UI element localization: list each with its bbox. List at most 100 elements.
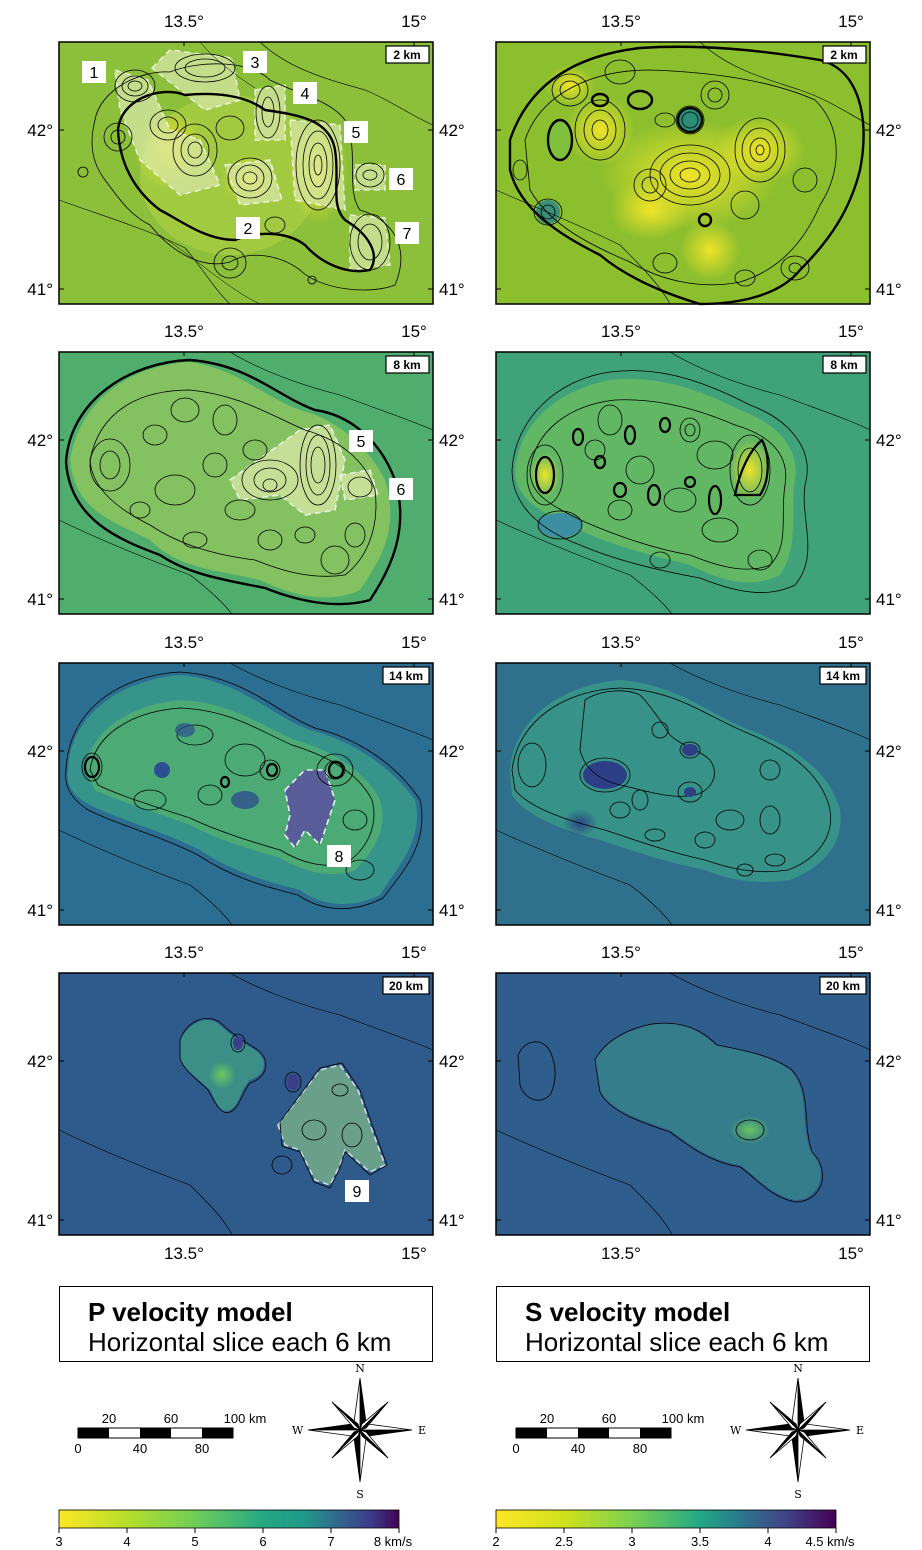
svg-text:4: 4 — [301, 86, 310, 103]
title-p-model: P velocity model — [88, 1297, 293, 1327]
latitude-label: 42° — [439, 742, 465, 761]
latitude-label: 41° — [876, 1211, 902, 1230]
svg-text:E: E — [856, 1424, 864, 1437]
latitude-label: 42° — [27, 742, 53, 761]
longitude-label: 15° — [401, 943, 427, 962]
longitude-label: 13.5° — [164, 1244, 204, 1263]
svg-text:80: 80 — [195, 1441, 209, 1456]
map-content — [495, 972, 871, 1236]
title-box-p: P velocity model Horizontal slice each 6… — [59, 1286, 433, 1362]
svg-text:5: 5 — [352, 125, 361, 142]
depth-label: 20 km — [389, 979, 423, 993]
longitude-label: 13.5° — [601, 943, 641, 962]
latitude-label: 41° — [876, 590, 902, 609]
title-box-s: S velocity model Horizontal slice each 6… — [496, 1286, 870, 1362]
map-content — [58, 41, 434, 305]
svg-text:100 km: 100 km — [662, 1411, 705, 1426]
svg-text:6: 6 — [397, 172, 406, 189]
svg-text:W: W — [730, 1424, 742, 1437]
panel-p-14km: 14 km 8 — [58, 662, 434, 926]
svg-text:S: S — [356, 1488, 364, 1501]
svg-text:8: 8 — [335, 849, 344, 866]
longitude-label: 15° — [401, 633, 427, 652]
colorbar-tick-label: 4 — [764, 1534, 771, 1549]
panel-p-8km: 8 km 5 6 — [58, 351, 434, 615]
anomaly-labels: 5 6 — [349, 430, 413, 500]
latitude-label: 42° — [439, 431, 465, 450]
latitude-label: 41° — [439, 901, 465, 920]
colorbar-tick-label: 3.5 — [691, 1534, 709, 1549]
latitude-label: 42° — [876, 121, 902, 140]
svg-text:40: 40 — [133, 1441, 147, 1456]
latitude-label: 42° — [876, 742, 902, 761]
latitude-label: 41° — [27, 590, 53, 609]
longitude-label: 13.5° — [601, 1244, 641, 1263]
svg-text:7: 7 — [403, 226, 412, 243]
svg-text:W: W — [292, 1424, 304, 1437]
longitude-label: 15° — [838, 943, 864, 962]
depth-label: 8 km — [830, 358, 857, 372]
colorbar-tick-label: 4.5 km/s — [805, 1534, 855, 1549]
colorbar-s: 2 2.5 3 3.5 4 4.5 km/s — [492, 1509, 855, 1549]
anomaly-labels: 9 — [345, 1180, 369, 1202]
svg-text:20: 20 — [540, 1411, 554, 1426]
longitude-label: 13.5° — [164, 943, 204, 962]
latitude-label: 41° — [439, 280, 465, 299]
latitude-label: 42° — [27, 121, 53, 140]
latitude-label: 41° — [27, 901, 53, 920]
title-s-model: S velocity model — [525, 1297, 731, 1327]
map-content — [58, 972, 434, 1236]
svg-text:0: 0 — [74, 1441, 81, 1456]
latitude-label: 41° — [439, 1211, 465, 1230]
map-background — [59, 973, 433, 1235]
latitude-label: 42° — [27, 431, 53, 450]
latitude-label: 42° — [876, 431, 902, 450]
svg-text:60: 60 — [164, 1411, 178, 1426]
svg-text:100 km: 100 km — [224, 1411, 267, 1426]
colorbar-tick-label: 4 — [123, 1534, 130, 1549]
panel-p-20km: 20 km 9 — [58, 972, 434, 1236]
axis-labels: 13.5° 15° 42° 42° 41° 41° 13.5° 15° 42° 41° 13.5° 1… — [27, 12, 901, 1263]
latitude-label: 42° — [439, 1052, 465, 1071]
svg-text:2: 2 — [244, 221, 253, 238]
latitude-label: 42° — [876, 1052, 902, 1071]
title-s-subtitle: Horizontal slice each 6 km — [525, 1327, 829, 1357]
latitude-label: 41° — [439, 590, 465, 609]
svg-text:20: 20 — [102, 1411, 116, 1426]
title-p-subtitle: Horizontal slice each 6 km — [88, 1327, 392, 1357]
colorbar-tick-label: 2 — [492, 1534, 499, 1549]
longitude-label: 13.5° — [601, 322, 641, 341]
depth-label: 8 km — [393, 358, 420, 372]
compass-icon: N S E W — [730, 1362, 864, 1501]
colorbar-tick-label: 5 — [191, 1534, 198, 1549]
svg-text:E: E — [418, 1424, 426, 1437]
map-content — [58, 351, 434, 615]
colorbar-tick-label: 8 km/s — [374, 1534, 413, 1549]
svg-text:60: 60 — [602, 1411, 616, 1426]
anomaly-labels: 8 — [327, 845, 351, 867]
panel-s-20km: 20 km — [495, 972, 871, 1236]
compass-icon: N S E W — [292, 1362, 426, 1501]
panel-s-14km: 14 km — [495, 662, 871, 926]
svg-text:S: S — [794, 1488, 802, 1501]
latitude-label: 42° — [439, 121, 465, 140]
colorbar-tick-label: 7 — [327, 1534, 334, 1549]
latitude-label: 42° — [27, 1052, 53, 1071]
panel-s-2km: 2 km — [495, 41, 871, 306]
depth-label: 14 km — [389, 669, 423, 683]
longitude-label: 13.5° — [164, 322, 204, 341]
colorbar-p: 3 4 5 6 7 8 km/s — [55, 1509, 413, 1549]
longitude-label: 15° — [838, 1244, 864, 1263]
longitude-label: 13.5° — [164, 12, 204, 31]
panel-s-8km: 8 km — [495, 351, 871, 615]
colorbar-tick-label: 6 — [259, 1534, 266, 1549]
latitude-label: 41° — [27, 280, 53, 299]
longitude-label: 13.5° — [164, 633, 204, 652]
panel-p-2km: 2 km 1 2 3 4 5 6 7 — [58, 41, 434, 305]
map-content — [495, 351, 871, 615]
longitude-label: 15° — [401, 322, 427, 341]
svg-text:80: 80 — [633, 1441, 647, 1456]
longitude-label: 13.5° — [601, 633, 641, 652]
colorbar-tick-label: 3 — [55, 1534, 62, 1549]
depth-label: 14 km — [826, 669, 860, 683]
